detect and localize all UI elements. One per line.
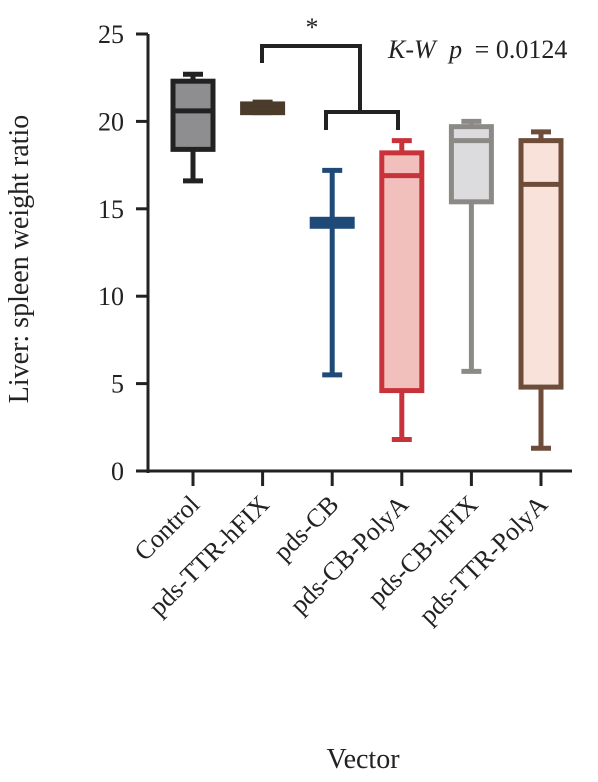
box-pds-TTR-PolyA [518,129,564,451]
iqr-box [379,150,425,394]
box-pds-CB-PolyA [379,138,425,443]
iqr-box [518,138,564,390]
box-pds-TTR-hFIX [240,99,286,116]
significance-bracket-right [324,110,400,130]
iqr-box [170,78,216,152]
y-tick-label: 0 [111,457,124,486]
x-axis-title: Vector [326,744,400,775]
x-ticks: Controlpds-TTR-hFIXpds-CBpds-CB-PolyApds… [129,471,553,630]
box-Control [170,71,216,184]
y-axis-title: Liver: spleen weight ratio [4,115,35,403]
x-tick-label: pds-TTR-PolyA [413,490,553,630]
y-tick-label: 20 [98,107,124,136]
kruskal-wallis-label: K-W p = 0.0124 [387,35,567,64]
box-pds-CB-hFIX [448,118,494,374]
significance-bracket-left [260,44,362,110]
y-tick-label: 15 [98,195,124,224]
x-axis: Controlpds-TTR-hFIXpds-CBpds-CB-PolyApds… [129,469,572,630]
y-tick-label: 10 [98,282,124,311]
boxes [170,71,564,451]
y-axis: 0 5 10 15 20 25 [98,20,150,486]
box-pds-CB [309,167,355,378]
y-tick-label: 25 [98,20,124,49]
iqr-box [448,124,494,205]
significance-annotation: * K-W p = 0.0124 [260,13,567,130]
y-ticks: 0 5 10 15 20 25 [98,20,148,486]
x-tick-label: pds-TTR-hFIX [143,490,275,622]
y-tick-label: 5 [111,370,124,399]
significance-star: * [306,13,319,42]
